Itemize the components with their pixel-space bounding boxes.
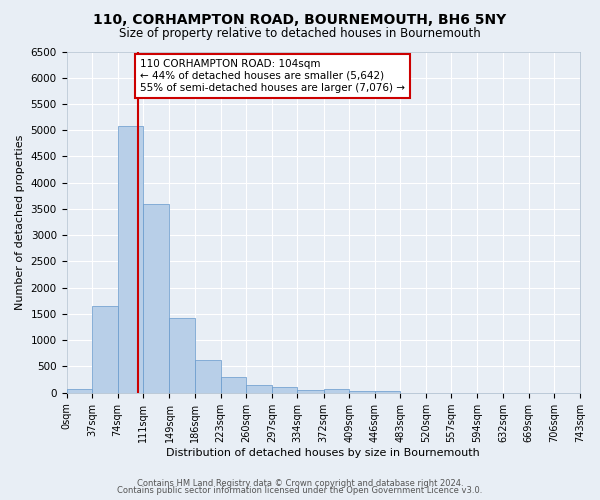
Bar bbox=[298, 390, 323, 392]
Text: 110 CORHAMPTON ROAD: 104sqm
← 44% of detached houses are smaller (5,642)
55% of : 110 CORHAMPTON ROAD: 104sqm ← 44% of det… bbox=[140, 60, 405, 92]
Bar bbox=[169, 318, 195, 392]
Bar bbox=[143, 204, 169, 392]
Bar bbox=[67, 389, 92, 392]
Bar bbox=[272, 388, 298, 392]
Y-axis label: Number of detached properties: Number of detached properties bbox=[15, 134, 25, 310]
X-axis label: Distribution of detached houses by size in Bournemouth: Distribution of detached houses by size … bbox=[166, 448, 480, 458]
Bar bbox=[246, 384, 272, 392]
Bar bbox=[118, 126, 143, 392]
Text: 110, CORHAMPTON ROAD, BOURNEMOUTH, BH6 5NY: 110, CORHAMPTON ROAD, BOURNEMOUTH, BH6 5… bbox=[94, 12, 506, 26]
Bar bbox=[349, 390, 375, 392]
Bar bbox=[323, 390, 349, 392]
Text: Contains HM Land Registry data © Crown copyright and database right 2024.: Contains HM Land Registry data © Crown c… bbox=[137, 478, 463, 488]
Bar bbox=[92, 306, 118, 392]
Text: Size of property relative to detached houses in Bournemouth: Size of property relative to detached ho… bbox=[119, 28, 481, 40]
Text: Contains public sector information licensed under the Open Government Licence v3: Contains public sector information licen… bbox=[118, 486, 482, 495]
Bar bbox=[375, 391, 400, 392]
Bar bbox=[195, 360, 221, 392]
Bar bbox=[221, 376, 246, 392]
